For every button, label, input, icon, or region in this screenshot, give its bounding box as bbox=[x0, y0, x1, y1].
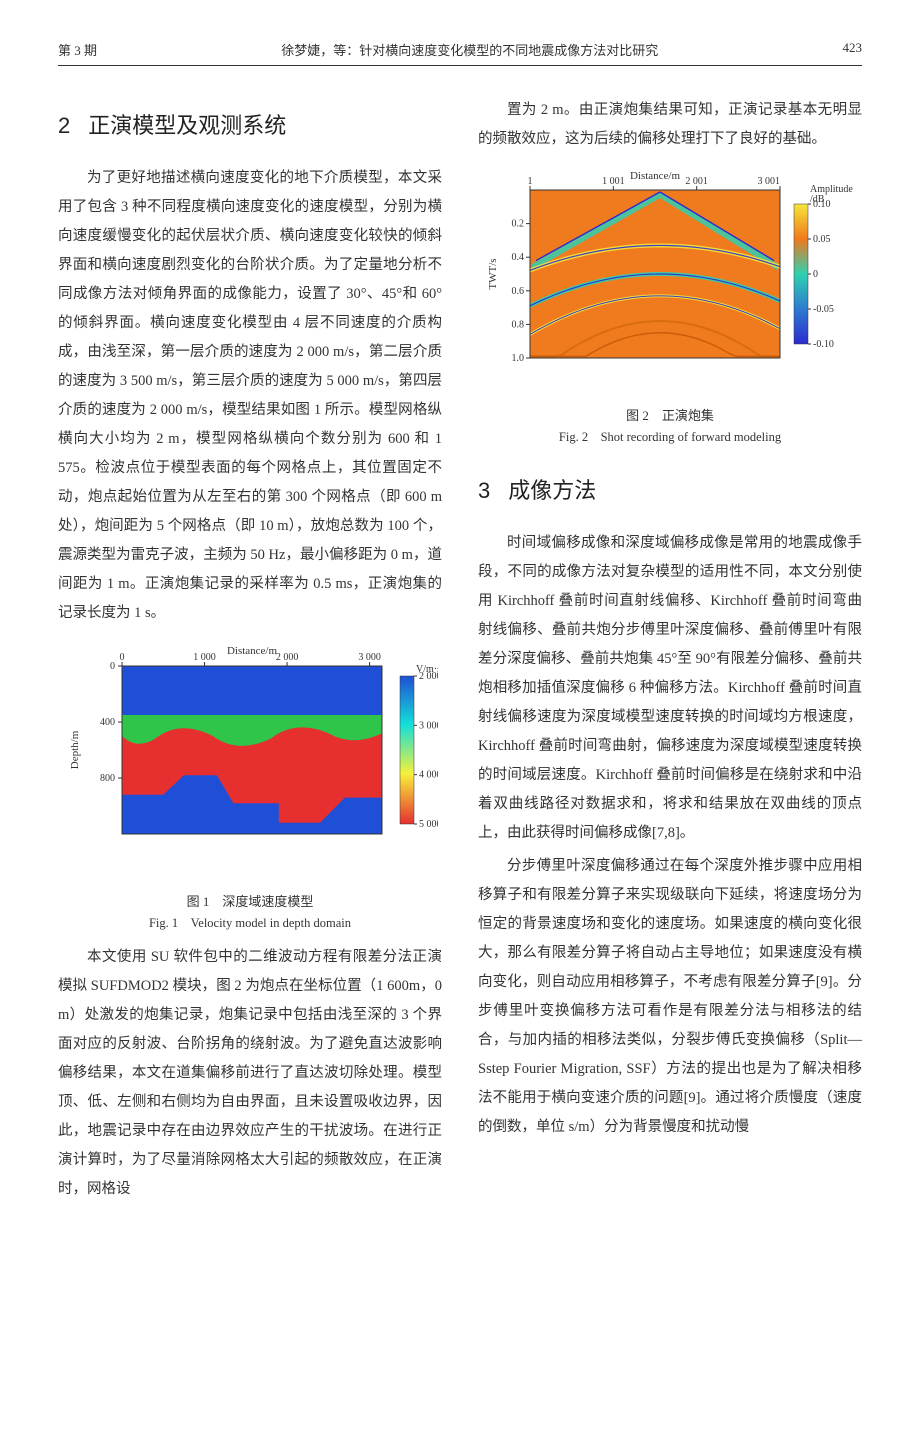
left-column: 2 正演模型及观测系统 为了更好地描述横向速度变化的地下介质模型，本文采用了包含 … bbox=[58, 96, 442, 1208]
section-2-number: 2 bbox=[58, 113, 70, 138]
svg-text:0.4: 0.4 bbox=[512, 252, 525, 263]
sec3-paragraph-2: 分步傅里叶深度偏移通过在每个深度外推步骤中应用相移算子和有限差分算子来实现级联向… bbox=[478, 852, 862, 1142]
sec3-paragraph-1: 时间域偏移成像和深度域偏移成像是常用的地震成像手段，不同的成像方法对复杂模型的适… bbox=[478, 529, 862, 848]
svg-text:400: 400 bbox=[100, 717, 115, 728]
svg-text:0.6: 0.6 bbox=[512, 286, 525, 297]
svg-text:-0.10: -0.10 bbox=[813, 339, 834, 350]
svg-text:Distance/m: Distance/m bbox=[630, 170, 681, 182]
section-3-heading: 3 成像方法 bbox=[478, 473, 862, 505]
svg-text:0.2: 0.2 bbox=[512, 219, 525, 230]
svg-text:Distance/m: Distance/m bbox=[227, 645, 278, 657]
figure-1-caption-zh: 图 1 深度域速度模型 bbox=[58, 891, 442, 910]
svg-text:TWT/s: TWT/s bbox=[487, 258, 499, 289]
svg-text:800: 800 bbox=[100, 773, 115, 784]
svg-text:2 000: 2 000 bbox=[276, 652, 299, 663]
sec2-paragraph-1: 为了更好地描述横向速度变化的地下介质模型，本文采用了包含 3 种不同程度横向速度… bbox=[58, 164, 442, 628]
sec2-paragraph-3: 置为 2 m。由正演炮集结果可知，正演记录基本无明显的频散效应，这为后续的偏移处… bbox=[478, 96, 862, 154]
svg-text:0: 0 bbox=[813, 269, 818, 280]
svg-text:1.0: 1.0 bbox=[512, 353, 525, 364]
section-3-number: 3 bbox=[478, 478, 490, 503]
right-column: 置为 2 m。由正演炮集结果可知，正演记录基本无明显的频散效应，这为后续的偏移处… bbox=[478, 96, 862, 1208]
svg-text:3 001: 3 001 bbox=[758, 176, 781, 187]
svg-text:1: 1 bbox=[528, 176, 533, 187]
svg-text:Depth/m: Depth/m bbox=[69, 730, 81, 769]
section-3-title: 成像方法 bbox=[508, 478, 596, 503]
svg-text:0.10: 0.10 bbox=[813, 199, 831, 210]
svg-text:0.05: 0.05 bbox=[813, 234, 831, 245]
svg-text:2 001: 2 001 bbox=[685, 176, 708, 187]
sec2-paragraph-2: 本文使用 SU 软件包中的二维波动方程有限差分法正演模拟 SUFDMOD2 模块… bbox=[58, 943, 442, 1204]
figure-2-chart: Distance/m 1 1 001 2 001 3 001 0.2 0.4 0.6 0.8 1.… bbox=[478, 168, 862, 392]
page-header: 第 3 期 徐梦婕，等：针对横向速度变化模型的不同地震成像方法对比研究 423 bbox=[58, 40, 862, 66]
svg-text:0: 0 bbox=[120, 652, 125, 663]
svg-text:3 000: 3 000 bbox=[419, 720, 438, 731]
svg-text:1 000: 1 000 bbox=[193, 652, 216, 663]
figure-2-caption-en: Fig. 2 Shot recording of forward modelin… bbox=[478, 426, 862, 445]
svg-text:0: 0 bbox=[110, 661, 115, 672]
header-center: 徐梦婕，等：针对横向速度变化模型的不同地震成像方法对比研究 bbox=[281, 40, 658, 59]
figure-1-chart: Distance/m 0 1 000 2 000 3 000 0 400 800 Depth/m… bbox=[58, 642, 438, 878]
svg-text:3 000: 3 000 bbox=[358, 652, 381, 663]
figure-1-caption-en: Fig. 1 Velocity model in depth domain bbox=[58, 912, 442, 931]
figure-2: Distance/m 1 1 001 2 001 3 001 0.2 0.4 0.6 0.8 1.… bbox=[478, 168, 862, 445]
figure-2-caption-zh: 图 2 正演炮集 bbox=[478, 405, 862, 424]
svg-text:0.8: 0.8 bbox=[512, 319, 525, 330]
svg-text:-0.05: -0.05 bbox=[813, 304, 834, 315]
header-left: 第 3 期 bbox=[58, 40, 97, 59]
svg-text:4 000: 4 000 bbox=[419, 770, 438, 781]
figure-1: Distance/m 0 1 000 2 000 3 000 0 400 800 Depth/m… bbox=[58, 642, 442, 931]
svg-text:1 001: 1 001 bbox=[602, 176, 625, 187]
section-2-title: 正演模型及观测系统 bbox=[88, 113, 286, 138]
section-2-heading: 2 正演模型及观测系统 bbox=[58, 108, 442, 140]
svg-text:5 000: 5 000 bbox=[419, 819, 438, 830]
svg-text:2 000: 2 000 bbox=[419, 671, 438, 682]
header-right: 423 bbox=[843, 40, 863, 59]
